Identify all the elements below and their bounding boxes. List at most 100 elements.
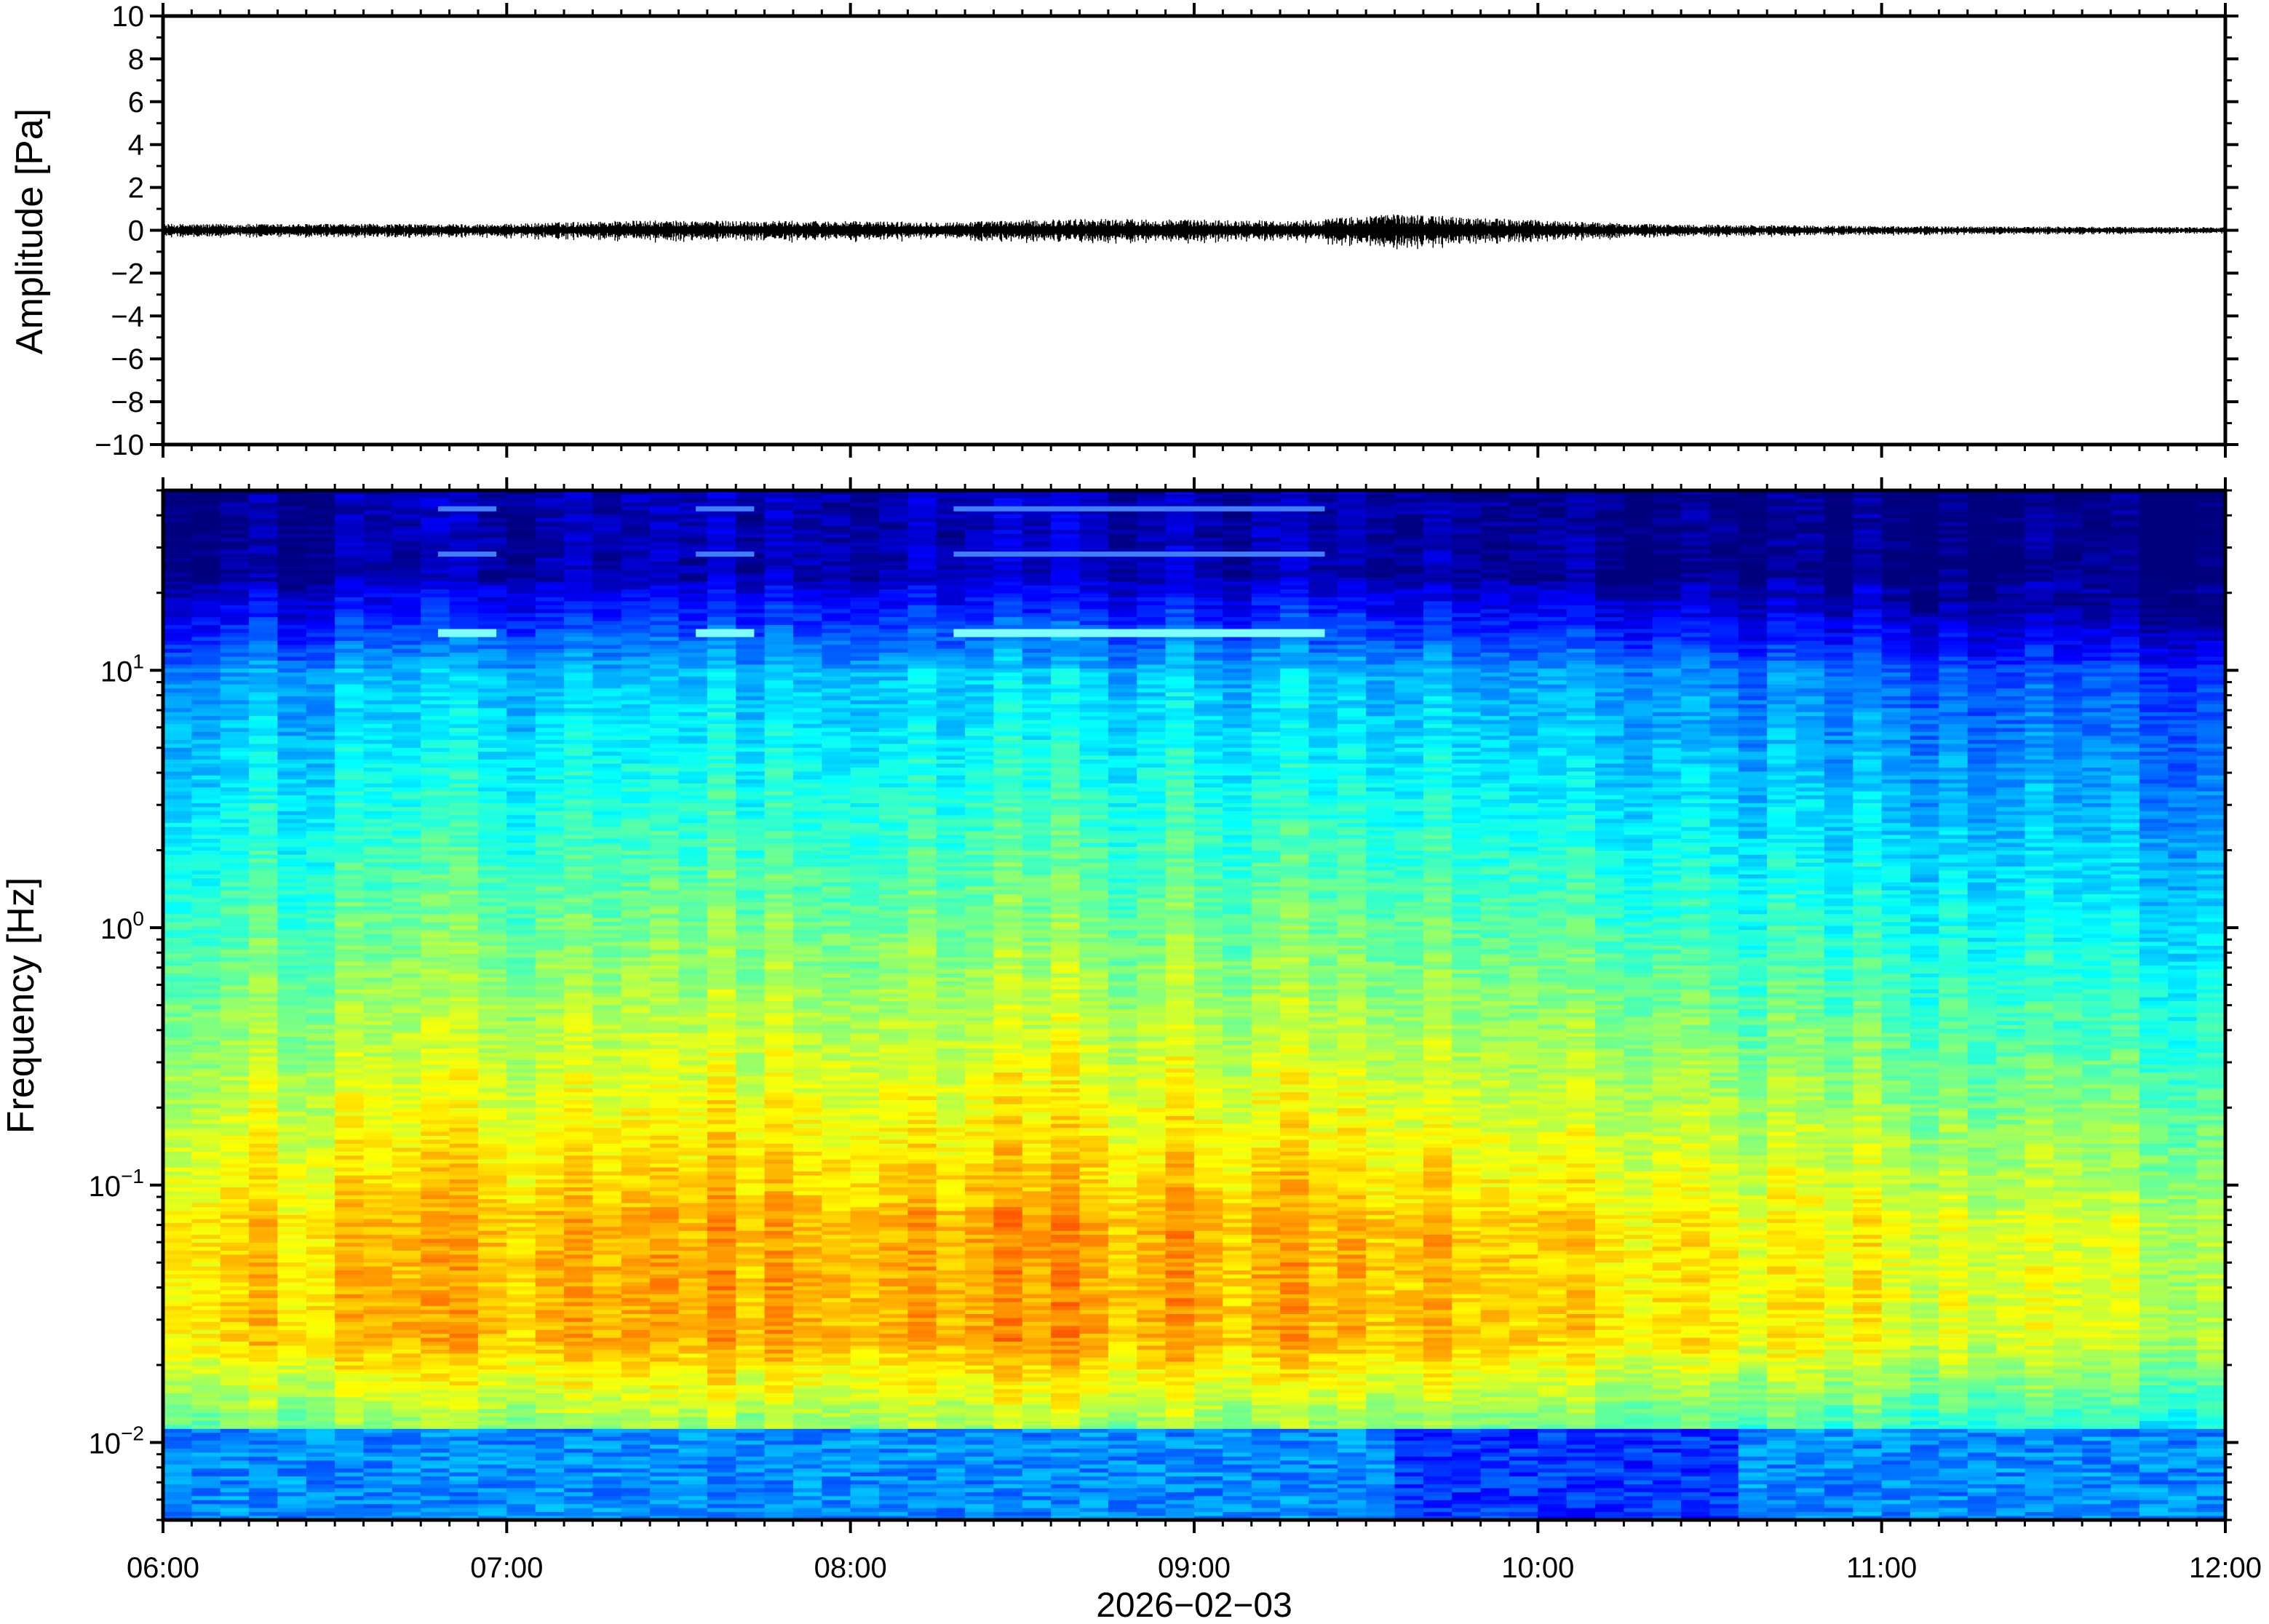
spectrogram-cell [363,760,393,765]
spectrogram-cell [506,1092,536,1097]
spectrogram-cell [621,1068,651,1073]
spectrogram-cell [163,1100,193,1105]
spectrogram-cell [678,581,708,586]
spectrogram-cell [678,688,708,693]
spectrogram-cell [650,653,680,658]
spectrogram-cell [392,1016,422,1022]
spectrogram-cell [249,1436,279,1441]
spectrogram-cell [592,894,622,899]
spectrogram-cell [678,767,708,773]
spectrogram-cell [163,712,193,717]
spectrogram-cell [363,1191,393,1196]
spectrogram-cell [535,803,565,808]
spectrogram-cell [421,1143,450,1149]
spectrogram-cell [249,728,279,733]
spectrogram-cell [421,609,450,614]
spectrogram-cell [449,736,479,741]
spectrogram-cell [506,953,536,958]
spectrogram-cell [477,1441,508,1446]
spectrogram-cell [363,1361,393,1366]
spectrogram-cell [506,1420,536,1426]
spectrogram-cell [277,1389,307,1394]
spectrogram-cell [535,878,565,883]
spectrogram-cell [564,902,594,907]
spectrogram-cell [449,930,479,935]
spectrogram-cell [449,870,479,875]
spectrogram-cell [650,696,680,701]
spectrogram-cell [191,1235,221,1240]
spectrogram-cell [163,942,193,947]
spectrogram-cell [277,1464,307,1470]
spectrogram-cell [592,1472,622,1477]
spectrogram-cell [449,1468,479,1473]
spectrogram-cell [335,937,365,943]
spectrogram-cell [421,1377,450,1382]
spectrogram-cell [306,585,335,590]
spectrogram-cell [449,815,479,820]
spectrogram-cell [306,1278,335,1283]
spectrogram-cell [306,637,335,642]
spectrogram-cell [564,1318,594,1323]
spectrogram-cell [277,728,307,733]
spectrogram-cell [477,1155,508,1161]
spectrogram-cell [220,1326,250,1331]
spectrogram-cell [363,926,393,931]
spectrogram-cell [335,605,365,610]
spectrogram-cell [392,538,422,543]
spectrogram-cell [650,557,680,562]
spectrogram-cell [363,898,393,903]
spectrogram-cell [249,704,279,709]
spectrogram-cell [449,1428,479,1434]
spectrogram-cell [220,914,250,919]
spectrogram-cell [449,510,479,515]
spectrogram-cell [477,1143,508,1149]
spectrogram-cell [306,846,335,852]
spectrogram-cell [535,656,565,661]
spectrogram-cell [306,720,335,725]
spectrogram-cell [535,886,565,891]
spectrogram-cell [506,1262,536,1267]
spectrogram-cell [220,1080,250,1086]
spectrogram-cell [421,1155,450,1161]
spectrogram-cell [392,763,422,768]
spectrogram-cell [477,1199,508,1204]
spectrogram-cell [477,803,508,808]
spectrogram-cell [191,1500,221,1505]
spectrogram-cell [220,676,250,682]
spectrogram-cell [306,1381,335,1386]
spectrogram-cell [621,930,651,935]
spectrogram-cell [621,1282,651,1287]
spectrogram-cell [392,1008,422,1014]
spectrogram-cell [363,1444,393,1449]
spectrogram-cell [191,1151,221,1157]
spectrogram-cell [163,593,193,598]
spectrogram-cell [191,525,221,531]
spectrogram-cell [191,752,221,757]
spectrogram-cell [506,645,536,650]
spectrogram-cell [363,629,393,634]
spectrogram-cell [306,1393,335,1398]
spectrogram-cell [506,1286,536,1291]
spectrogram-cell [421,950,450,955]
spectrogram-cell [564,1298,594,1303]
spectrogram-cell [650,1175,680,1180]
spectrogram-cell [564,1314,594,1319]
spectrogram-cell [477,1151,508,1157]
spectrogram-cell [249,1444,279,1449]
spectrogram-cell [621,1001,651,1006]
spectrogram-cell [306,601,335,606]
spectrogram-cell [335,1227,365,1232]
spectrogram-cell [220,906,250,911]
spectrogram-cell [220,1032,250,1038]
spectrogram-cell [535,672,565,677]
spectrogram-cell [506,977,536,982]
spectrogram-cell [363,728,393,733]
spectrogram-cell [306,1096,335,1101]
spectrogram-cell [163,1016,193,1022]
spectrogram-cell [477,747,508,752]
spectrogram-cell [506,490,536,495]
spectrogram-cell [535,815,565,820]
spectrogram-cell [306,565,335,570]
spectrogram-cell [449,1112,479,1117]
spectrogram-cell [449,799,479,804]
